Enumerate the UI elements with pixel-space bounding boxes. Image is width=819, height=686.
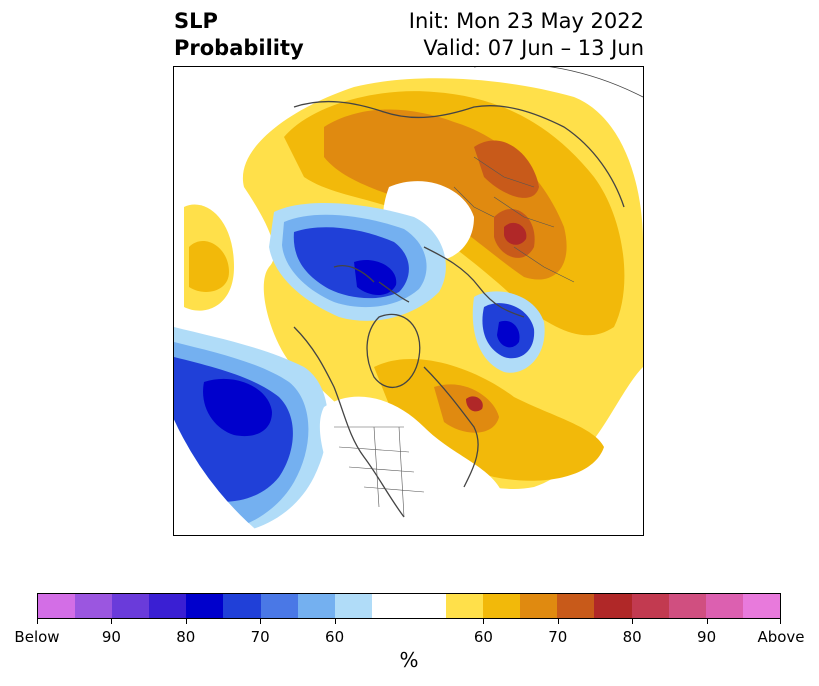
colorbar-segment	[483, 594, 521, 618]
colorbar-tick-label: 80	[176, 628, 196, 646]
colorbar-tick	[632, 619, 634, 624]
colorbar-segment	[631, 594, 669, 618]
colorbar-tick	[185, 619, 187, 624]
colorbar-tick-label: 90	[697, 628, 717, 646]
colorbar-segment	[260, 594, 298, 618]
colorbar-tick-label: 70	[250, 628, 270, 646]
colorbar-segment	[112, 594, 150, 618]
colorbar-segment	[334, 594, 372, 618]
colorbar-segment	[371, 594, 409, 618]
colorbar-segment	[223, 594, 261, 618]
colorbar-tick	[483, 619, 485, 624]
colorbar-segment	[742, 594, 780, 618]
map-title: SLP Probability	[174, 8, 304, 62]
below-90-scandinavia	[497, 320, 520, 348]
colorbar-segment	[186, 594, 224, 618]
colorbar-segment	[149, 594, 187, 618]
above-70-pacific	[189, 241, 229, 292]
colorbar-tick	[706, 619, 708, 624]
coastline-east-america	[423, 366, 479, 488]
above-95-siberia	[504, 222, 527, 245]
below-90-pacific	[203, 378, 272, 437]
colorbar-tick-label: Below	[14, 628, 60, 646]
above-95-atlantic	[466, 396, 483, 412]
colorbar-tick	[37, 619, 38, 624]
colorbar-segment	[408, 594, 447, 618]
colorbar-tick-label: 70	[548, 628, 568, 646]
title-variable: SLP	[174, 9, 218, 33]
colorbar-unit: %	[399, 648, 419, 672]
colorbar-segment	[297, 594, 335, 618]
state-borders-na	[334, 426, 425, 518]
colorbar-segment	[594, 594, 632, 618]
colorbar-tick	[557, 619, 559, 624]
country-borders-asia	[453, 156, 575, 283]
coastline-greenland	[366, 313, 421, 388]
colorbar-tick	[260, 619, 262, 624]
colorbar-tick-label: Above	[757, 628, 805, 646]
colorbar-segment	[557, 594, 595, 618]
coastline-europe	[423, 246, 525, 318]
colorbar-segment	[668, 594, 706, 618]
colorbar	[37, 593, 781, 619]
colorbar-tick-label: 80	[622, 628, 642, 646]
coastline-eurasia	[293, 100, 625, 208]
colorbar-segment	[75, 594, 113, 618]
colorbar-tick-label: 90	[101, 628, 121, 646]
colorbar-tick	[111, 619, 113, 624]
neutral-north-america	[319, 396, 504, 535]
colorbar-tick	[780, 619, 781, 624]
valid-range: Valid: 07 Jun – 13 Jun	[423, 36, 644, 60]
colorbar-tick-label: 60	[325, 628, 345, 646]
map-panel	[173, 66, 644, 536]
probability-map	[174, 67, 643, 535]
colorbar-segment	[446, 594, 484, 618]
date-info: Init: Mon 23 May 2022 Valid: 07 Jun – 13…	[409, 8, 644, 62]
colorbar-ticks	[37, 619, 781, 627]
globe-edge	[474, 67, 643, 98]
colorbar-tick-label: 60	[473, 628, 493, 646]
colorbar-segment	[705, 594, 743, 618]
title-type: Probability	[174, 36, 304, 60]
colorbar-segment	[38, 594, 76, 618]
coastline-arctic-islands	[333, 265, 410, 303]
coastline-north-america	[293, 326, 405, 518]
colorbar-segment	[520, 594, 558, 618]
colorbar-tick	[334, 619, 336, 624]
init-date: Init: Mon 23 May 2022	[408, 9, 644, 33]
